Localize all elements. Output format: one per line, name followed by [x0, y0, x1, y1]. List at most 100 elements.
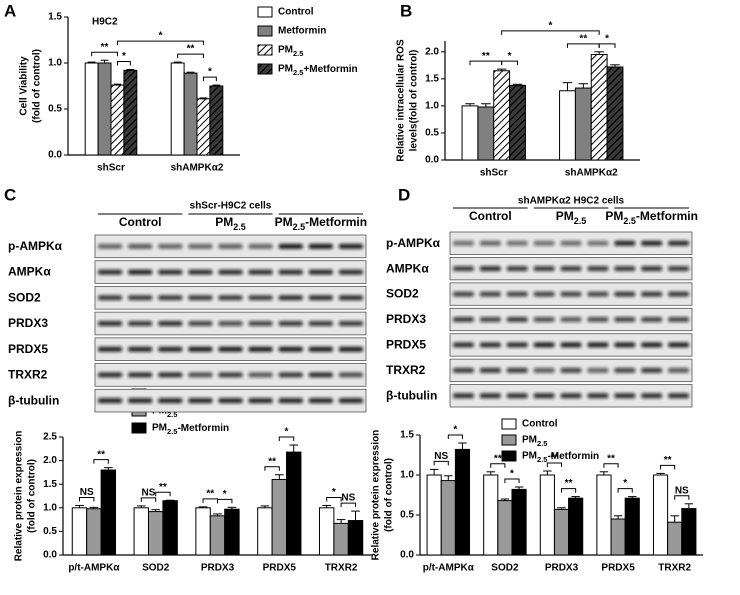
y-axis-label: Relative protein expression	[14, 431, 25, 562]
blot-band	[338, 372, 363, 378]
blot-strip	[449, 384, 693, 408]
bar	[426, 474, 442, 556]
blot-band	[479, 342, 501, 348]
blot-band	[587, 266, 609, 272]
legend-swatch	[257, 44, 273, 56]
error-bar	[599, 471, 609, 475]
bar	[511, 488, 527, 556]
blot-strip	[449, 282, 693, 306]
bar	[347, 520, 364, 556]
error-bar	[227, 506, 237, 510]
bar	[84, 62, 99, 156]
error-bar	[571, 496, 580, 499]
blot-band	[614, 240, 636, 246]
blot-band	[98, 295, 123, 301]
significance-label: *	[605, 33, 609, 44]
significance-bracket	[433, 460, 449, 466]
error-bar	[562, 82, 573, 91]
significance-label: *	[508, 51, 512, 62]
blot-row-label: β-tubulin	[386, 388, 437, 402]
blot-band	[560, 342, 582, 348]
bar	[606, 66, 624, 161]
legend-swatch	[257, 25, 273, 37]
blot-band	[278, 269, 303, 275]
significance-label: **	[101, 42, 109, 53]
bar	[271, 478, 288, 556]
blot-band	[668, 367, 689, 373]
blot-band	[128, 346, 153, 352]
bar	[493, 70, 511, 161]
blot-band	[614, 367, 636, 373]
blot-strip	[94, 311, 367, 336]
significance-label: NS	[675, 485, 689, 496]
blot-band	[560, 317, 582, 322]
blot-band	[98, 398, 123, 404]
blot-band	[248, 372, 273, 378]
significance-bracket	[617, 488, 633, 493]
significance-label: *	[453, 425, 457, 436]
significance-label: *	[208, 67, 212, 78]
blot-band	[614, 317, 636, 322]
blot-band	[453, 240, 474, 246]
significance-label: *	[122, 51, 126, 62]
blot-band	[479, 367, 501, 373]
bar	[574, 87, 592, 161]
blot-band	[308, 269, 333, 275]
x-tick-label: SOD2	[491, 563, 519, 574]
blot-band	[308, 346, 333, 352]
y-axis-label: Relative intracellular ROS	[396, 39, 407, 162]
significance-label: NS	[341, 493, 355, 504]
error-bar	[496, 68, 507, 71]
blot-band	[308, 243, 333, 249]
blot-band	[668, 342, 689, 348]
blot-band	[560, 266, 582, 272]
legend-label: PM2.5-Metformin	[152, 423, 229, 437]
significance-bracket	[278, 436, 295, 442]
y-axis-label: (fold of control)	[384, 458, 395, 532]
blot-band	[479, 393, 501, 399]
group-label: PM2.5-Metformin	[605, 209, 698, 226]
significance-bracket	[504, 478, 520, 483]
blot-band	[479, 291, 501, 297]
bar	[539, 474, 555, 556]
blot-band	[188, 372, 213, 378]
error-bar	[514, 486, 524, 490]
bar	[257, 507, 273, 556]
error-bar	[75, 504, 84, 508]
blot-band	[338, 346, 363, 352]
group-label: PM2.5	[215, 215, 246, 232]
blot-band	[128, 243, 153, 249]
y-tick-label: 0.0	[400, 550, 414, 561]
blot-band	[218, 346, 243, 352]
significance-bracket	[91, 51, 118, 57]
significance-bracket	[155, 491, 171, 497]
blot-band	[128, 269, 153, 275]
blot-band	[668, 291, 689, 297]
error-bar	[198, 506, 208, 508]
blot-band	[533, 393, 555, 399]
error-bar	[610, 64, 620, 67]
x-tick-label: shScr	[480, 168, 508, 179]
error-bar	[656, 472, 665, 475]
blot-band	[506, 317, 528, 322]
legend-label: PM2.5	[278, 45, 303, 59]
group-label: Control	[119, 215, 162, 229]
blot-band	[533, 367, 555, 373]
blot-row-label: PRDX5	[386, 338, 426, 352]
y-tick-label: 1.5	[425, 74, 439, 85]
x-tick-label: PRDX5	[263, 563, 297, 574]
group-label: PM2.5	[556, 209, 587, 226]
blot-band	[506, 367, 528, 373]
x-tick-label: shScr	[97, 163, 125, 174]
y-axis-label: Cell Viability	[19, 56, 30, 116]
blot-band	[98, 269, 123, 275]
bar	[286, 451, 302, 556]
y-tick-label: 1.0	[43, 502, 57, 513]
blot-band	[278, 295, 303, 301]
bar	[553, 508, 570, 556]
legend-label: PM2.5+Metformin	[278, 64, 358, 78]
error-bar	[670, 515, 679, 523]
y-tick-label: 2.0	[425, 46, 439, 57]
blot-band	[453, 291, 474, 297]
blot-band	[158, 398, 183, 404]
